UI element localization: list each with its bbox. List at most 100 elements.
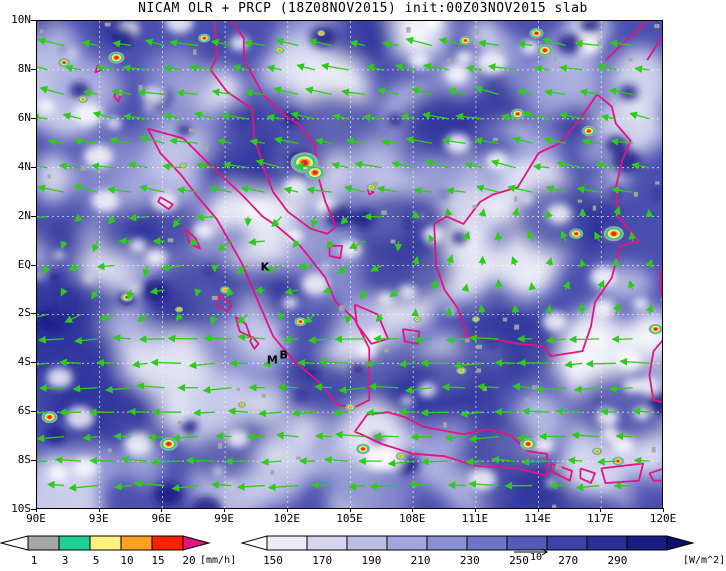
precip-cell xyxy=(471,316,480,323)
wind-arrow xyxy=(534,64,550,73)
lat-tick xyxy=(31,117,36,119)
precip-colorbar-label: 1 xyxy=(30,554,38,567)
lon-tick xyxy=(663,508,664,512)
wind-arrow xyxy=(511,304,520,315)
wind-arrow xyxy=(411,86,433,95)
wind-arrow xyxy=(310,216,318,229)
reference-vector xyxy=(514,548,548,556)
wind-arrow xyxy=(311,481,332,490)
wind-arrow xyxy=(445,186,466,195)
drizzle-speck xyxy=(39,29,44,34)
wind-arrow xyxy=(236,313,249,324)
wind-arrow xyxy=(628,279,636,291)
wind-arrow xyxy=(455,112,483,121)
wind-arrow xyxy=(340,216,349,225)
wind-arrow xyxy=(90,289,99,300)
drizzle-speck xyxy=(577,199,583,203)
wind-arrow xyxy=(260,458,282,466)
wind-arrow xyxy=(544,88,566,97)
wind-arrow xyxy=(369,482,399,491)
place-marker-m: M xyxy=(267,353,278,366)
wind-arrow xyxy=(37,113,48,122)
drizzle-speck xyxy=(655,181,660,185)
wind-arrow xyxy=(295,162,316,171)
wind-arrow xyxy=(521,407,550,416)
precip-cell xyxy=(220,286,231,294)
drizzle-speck xyxy=(167,238,174,243)
wind-arrow xyxy=(444,433,466,442)
wind-arrow xyxy=(500,113,516,122)
wind-arrow xyxy=(150,358,182,367)
wind-arrow xyxy=(314,383,332,391)
drizzle-speck xyxy=(492,137,499,141)
wind-arrow xyxy=(381,138,399,147)
lat-label: 8S xyxy=(17,453,31,467)
wind-arrow xyxy=(37,184,65,193)
wind-arrow xyxy=(202,386,232,394)
wind-arrow xyxy=(139,134,165,144)
precip-cell xyxy=(569,228,584,239)
wind-arrow xyxy=(522,110,550,120)
wind-arrow xyxy=(595,161,617,169)
wind-arrow xyxy=(447,481,466,490)
olr-colorbar xyxy=(240,535,695,551)
wind-arrow xyxy=(127,161,148,170)
wind-arrow xyxy=(446,254,454,266)
wind-arrow xyxy=(560,230,568,242)
wind-arrow xyxy=(308,38,332,47)
wind-arrow xyxy=(82,433,98,442)
wind-arrow xyxy=(348,482,366,491)
precip-cell xyxy=(237,401,246,408)
wind-arrow xyxy=(236,264,249,274)
wind-arrow xyxy=(596,457,616,466)
colorbar-cell xyxy=(466,535,508,551)
drizzle-speck xyxy=(104,22,111,27)
wind-arrow xyxy=(453,361,483,370)
wind-arrow xyxy=(273,86,299,95)
wind-arrow xyxy=(337,264,349,274)
wind-arrow xyxy=(462,231,471,242)
wind-arrow xyxy=(304,313,316,324)
wind-arrow xyxy=(37,66,48,71)
wind-arrow xyxy=(96,358,115,367)
wind-arrow xyxy=(545,304,554,315)
wind-arrow xyxy=(215,432,232,441)
lon-tick xyxy=(161,508,163,512)
lat-label: 6N xyxy=(17,110,31,124)
wind-arrow xyxy=(613,206,621,217)
wind-arrow xyxy=(594,231,602,242)
wind-arrow xyxy=(196,161,215,170)
wind-arrow xyxy=(37,434,65,443)
wind-arrow xyxy=(494,278,503,290)
wind-arrow xyxy=(468,434,499,443)
colorbar-cell xyxy=(626,535,668,551)
wind-arrow xyxy=(619,357,650,366)
drizzle-speck xyxy=(390,239,396,244)
wind-arrow xyxy=(137,313,149,322)
wind-arrow xyxy=(322,286,332,295)
wind-arrow xyxy=(267,483,299,492)
wind-arrow xyxy=(425,159,449,169)
wind-arrow xyxy=(236,482,265,491)
wind-arrow xyxy=(104,385,132,394)
wind-arrow xyxy=(344,314,352,325)
wind-arrow xyxy=(373,432,399,441)
wind-arrow xyxy=(237,333,265,342)
colorbar-cell xyxy=(586,535,628,551)
wind-arrow xyxy=(575,483,600,492)
wind-arrow xyxy=(444,207,453,217)
drizzle-speck xyxy=(177,420,182,425)
wind-vectors xyxy=(37,36,654,492)
wind-arrow xyxy=(527,230,535,242)
drizzle-speck xyxy=(553,55,557,61)
wind-arrow xyxy=(404,386,433,394)
lat-label: 4S xyxy=(17,355,31,369)
precip-cell xyxy=(648,323,662,335)
drizzle-speck xyxy=(472,204,477,209)
drizzle-speck xyxy=(199,130,203,137)
lon-label: 96E xyxy=(151,512,172,525)
precip-cell xyxy=(459,36,472,46)
place-markers: K M B xyxy=(261,260,288,366)
precip-cell xyxy=(41,411,58,424)
wind-arrow xyxy=(475,184,500,193)
